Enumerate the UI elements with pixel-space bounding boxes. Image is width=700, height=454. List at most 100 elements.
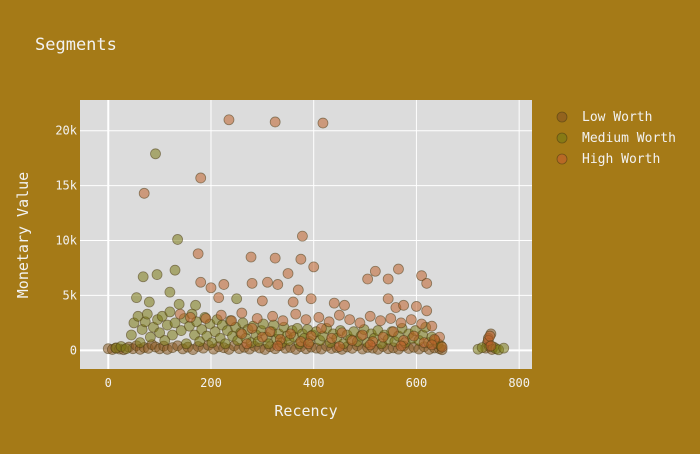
data-point-series-3 [484, 330, 496, 342]
data-point-series-2 [169, 264, 181, 276]
data-point-series-3 [398, 299, 409, 311]
data-point-series-3 [316, 322, 327, 334]
data-point-series-2 [131, 292, 142, 304]
data-point-series-3 [393, 263, 404, 275]
data-point-series-3 [236, 328, 248, 340]
data-point-series-3 [421, 277, 433, 289]
legend-marker [556, 153, 568, 165]
data-point-series-3 [295, 253, 307, 265]
data-point-series-3 [416, 270, 427, 282]
x-tick-label: 600 [406, 376, 428, 390]
data-point-series-3 [408, 330, 420, 342]
data-point-series-3 [292, 284, 304, 296]
data-point-series-3 [436, 341, 448, 353]
data-point-series-3 [346, 335, 358, 346]
legend-label: Low Worth [582, 110, 652, 125]
data-point-series-3 [416, 318, 427, 330]
x-tick-label: 200 [200, 376, 222, 390]
data-point-series-3 [326, 332, 338, 344]
data-point-series-3 [195, 276, 207, 288]
data-point-series-2 [173, 298, 185, 310]
data-point-series-3 [375, 315, 386, 327]
x-tick-label: 400 [303, 376, 325, 390]
data-point-series-3 [411, 301, 422, 312]
data-point-series-3 [236, 307, 248, 319]
data-point-series-2 [134, 337, 146, 349]
data-point-series-2 [151, 269, 163, 280]
data-point-series-3 [174, 308, 186, 320]
data-point-series-2 [498, 342, 510, 354]
data-point-series-3 [364, 310, 376, 322]
data-point-series-3 [426, 320, 438, 332]
data-point-series-3 [272, 340, 284, 352]
data-point-series-3 [226, 315, 237, 327]
data-point-series-3 [395, 317, 407, 329]
data-point-series-3 [344, 314, 356, 325]
data-point-series-3 [382, 273, 394, 285]
data-point-series-3 [387, 326, 399, 338]
data-point-series-3 [317, 117, 329, 129]
x-axis-label: Recency [274, 402, 337, 420]
data-point-series-2 [125, 329, 137, 341]
data-point-series-3 [218, 279, 230, 290]
data-point-series-3 [267, 310, 279, 322]
data-point-series-3 [277, 315, 289, 327]
data-point-series-3 [205, 282, 217, 294]
data-point-series-3 [364, 339, 376, 351]
data-point-series-3 [256, 331, 268, 343]
data-point-series-3 [269, 116, 281, 128]
data-point-series-2 [194, 336, 206, 347]
data-point-series-3 [336, 327, 348, 339]
y-tick-label: 10k [55, 234, 77, 248]
data-point-series-2 [231, 293, 243, 305]
data-point-series-3 [339, 299, 350, 311]
data-point-series-3 [245, 251, 257, 263]
data-point-series-2 [167, 329, 178, 341]
data-point-series-2 [206, 337, 218, 349]
data-point-series-2 [169, 317, 181, 329]
data-point-series-3 [308, 261, 320, 273]
data-point-series-2 [143, 296, 155, 308]
data-point-series-2 [150, 148, 161, 160]
data-point-series-3 [138, 187, 150, 199]
data-point-series-3 [297, 230, 308, 242]
data-point-series-3 [303, 338, 314, 350]
data-point-series-3 [272, 279, 284, 290]
data-point-series-3 [290, 308, 302, 320]
data-point-series-2 [154, 327, 166, 339]
data-point-series-3 [241, 338, 253, 350]
data-point-series-3 [421, 305, 433, 317]
data-point-series-2 [219, 338, 231, 350]
data-point-series-3 [385, 313, 397, 324]
data-point-series-3 [215, 309, 227, 321]
data-point-series-2 [144, 331, 156, 343]
points-layer [102, 114, 510, 356]
data-point-series-3 [354, 317, 366, 329]
legend: Low Worth Medium Worth High Worth [556, 110, 676, 167]
data-point-series-3 [246, 322, 258, 334]
data-point-series-3 [382, 293, 394, 305]
data-point-series-3 [426, 339, 438, 351]
data-point-series-3 [405, 314, 417, 325]
data-point-series-3 [264, 326, 276, 338]
data-point-series-2 [172, 234, 183, 245]
data-point-series-2 [164, 306, 176, 318]
data-point-series-2 [137, 271, 149, 283]
data-point-series-3 [485, 340, 497, 352]
data-point-series-2 [141, 308, 153, 320]
legend-marker [556, 132, 568, 144]
x-tick-label: 800 [508, 376, 530, 390]
data-point-series-3 [223, 114, 235, 126]
legend-label: High Worth [582, 152, 660, 167]
data-point-series-3 [362, 273, 374, 285]
data-point-series-3 [377, 331, 389, 343]
data-point-series-3 [287, 296, 299, 308]
x-axis-ticks: 0 200 400 600 800 [105, 376, 530, 390]
data-point-series-3 [192, 248, 204, 260]
chart-title: Segments [35, 35, 117, 55]
data-point-series-3 [195, 172, 207, 184]
data-point-series-3 [213, 292, 225, 304]
y-tick-label: 0 [70, 343, 77, 357]
data-point-series-3 [305, 293, 317, 305]
